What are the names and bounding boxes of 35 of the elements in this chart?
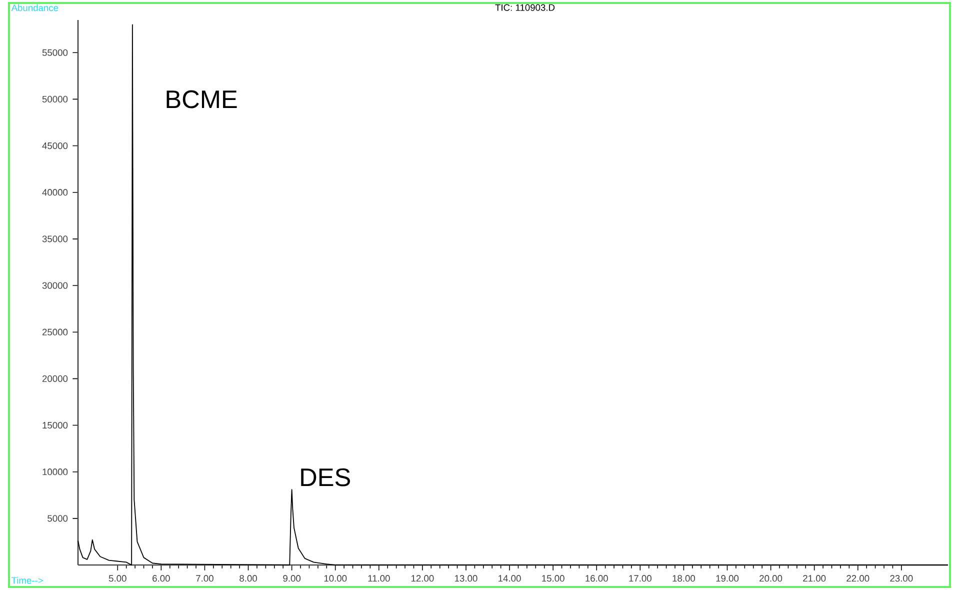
x-tick-label: 16.00: [586, 575, 608, 582]
x-tick-label: 6.00: [152, 575, 170, 582]
x-tick-label: 9.00: [283, 575, 301, 582]
y-tick-label: 45000: [42, 142, 68, 150]
x-tick-label: 13.00: [455, 575, 478, 582]
x-tick-label: 7.00: [196, 575, 214, 582]
x-tick-label: 8.00: [240, 575, 257, 582]
x-tick-label: 11.00: [368, 575, 390, 582]
x-tick-label: 17.00: [629, 575, 652, 582]
x-tick-label: 19.00: [716, 575, 739, 582]
x-tick-label: 18.00: [672, 575, 696, 582]
x-tick-label: 23.00: [890, 575, 913, 582]
x-tick-label: 15.00: [542, 575, 564, 582]
y-tick-label: 35000: [42, 236, 68, 242]
x-tick-label: 10.00: [324, 575, 347, 582]
chart-title: TIC: 110903.D: [495, 4, 555, 11]
annotation: DES: [301, 468, 350, 486]
x-tick-label: 12.00: [411, 575, 434, 582]
y-tick-label: 30000: [42, 282, 68, 289]
y-tick-label: 10000: [42, 468, 68, 476]
x-tick-label: 21.00: [803, 575, 826, 582]
y-axis-title: Abundance: [11, 4, 58, 12]
y-tick-label: 55000: [42, 49, 68, 56]
x-tick-label: 14.00: [498, 575, 521, 582]
y-tick-label: 40000: [42, 189, 68, 196]
x-tick-label: 5.00: [108, 575, 126, 582]
x-tick-label: 22.00: [846, 575, 870, 582]
y-tick-label: 15000: [42, 422, 68, 429]
x-axis-title: Time-->: [11, 576, 43, 584]
annotation: BCME: [166, 90, 237, 108]
y-tick-label: 5000: [48, 515, 68, 522]
x-tick-label: 20.00: [760, 575, 782, 582]
y-tick-label: 20000: [42, 375, 68, 382]
y-tick-label: 25000: [42, 328, 68, 336]
y-tick-label: 50000: [42, 96, 68, 102]
